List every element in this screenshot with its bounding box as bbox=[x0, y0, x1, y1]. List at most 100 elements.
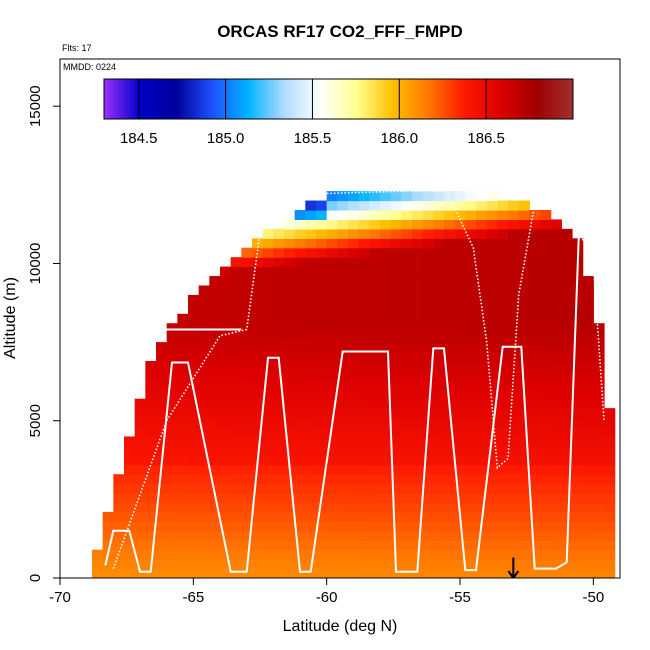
heatmap-cell bbox=[551, 238, 562, 248]
heatmap-cell bbox=[177, 550, 188, 560]
heatmap-cell bbox=[455, 304, 466, 314]
heatmap-cell bbox=[188, 323, 199, 333]
heatmap-cell bbox=[199, 342, 210, 352]
heatmap-cell bbox=[316, 323, 327, 333]
heatmap-cell bbox=[412, 465, 423, 475]
heatmap-cell bbox=[455, 370, 466, 380]
heatmap-cell bbox=[380, 276, 391, 286]
heatmap-cell bbox=[455, 569, 466, 579]
heatmap-cell bbox=[231, 304, 242, 314]
heatmap-cell bbox=[487, 304, 498, 314]
heatmap-cell bbox=[273, 550, 284, 560]
heatmap-cell bbox=[476, 503, 487, 513]
heatmap-cell bbox=[551, 248, 562, 258]
heatmap-cell bbox=[423, 201, 434, 211]
heatmap-cell bbox=[284, 521, 295, 531]
heatmap-cell bbox=[199, 399, 210, 409]
heatmap-cell bbox=[497, 295, 508, 305]
heatmap-cell bbox=[316, 276, 327, 286]
heatmap-cell bbox=[476, 427, 487, 437]
heatmap-cell bbox=[199, 295, 210, 305]
heatmap-cell bbox=[593, 361, 604, 371]
heatmap-cell bbox=[316, 389, 327, 399]
heatmap-cell bbox=[412, 295, 423, 305]
heatmap-cell bbox=[327, 370, 338, 380]
heatmap-cell bbox=[497, 219, 508, 229]
heatmap-cell bbox=[316, 257, 327, 267]
heatmap-cell bbox=[583, 361, 594, 371]
heatmap-cell bbox=[391, 201, 402, 211]
heatmap-cell bbox=[423, 512, 434, 522]
heatmap-cell bbox=[252, 248, 263, 258]
heatmap-cell bbox=[572, 559, 583, 569]
heatmap-cell bbox=[540, 427, 551, 437]
heatmap-cell bbox=[455, 191, 466, 201]
heatmap-cell bbox=[167, 418, 178, 428]
heatmap-cell bbox=[145, 427, 156, 437]
heatmap-cell bbox=[401, 408, 412, 418]
heatmap-cell bbox=[433, 191, 444, 201]
heatmap-cell bbox=[391, 323, 402, 333]
heatmap-cell bbox=[561, 333, 572, 343]
date-annotation: MMDD: 0224 bbox=[63, 62, 116, 72]
heatmap-cell bbox=[465, 540, 476, 550]
heatmap-cell bbox=[348, 352, 359, 362]
heatmap-cell bbox=[455, 418, 466, 428]
heatmap-cell bbox=[401, 295, 412, 305]
heatmap-cell bbox=[220, 484, 231, 494]
heatmap-cell bbox=[252, 540, 263, 550]
heatmap-cell bbox=[380, 484, 391, 494]
heatmap-cell bbox=[465, 465, 476, 475]
heatmap-cell bbox=[337, 540, 348, 550]
heatmap-cell bbox=[284, 229, 295, 239]
heatmap-cell bbox=[359, 455, 370, 465]
heatmap-cell bbox=[572, 314, 583, 324]
heatmap-cell bbox=[401, 512, 412, 522]
heatmap-cell bbox=[263, 493, 274, 503]
heatmap-cell bbox=[284, 380, 295, 390]
heatmap-cell bbox=[391, 229, 402, 239]
heatmap-cell bbox=[593, 512, 604, 522]
heatmap-cell bbox=[103, 521, 114, 531]
heatmap-cell bbox=[177, 418, 188, 428]
heatmap-cell bbox=[305, 408, 316, 418]
heatmap-cell bbox=[412, 436, 423, 446]
heatmap-cell bbox=[604, 503, 615, 513]
heatmap-cell bbox=[401, 304, 412, 314]
heatmap-cell bbox=[252, 370, 263, 380]
heatmap-cell bbox=[476, 248, 487, 258]
heatmap-cell bbox=[348, 559, 359, 569]
heatmap-cell bbox=[305, 446, 316, 456]
heatmap-cell bbox=[113, 493, 124, 503]
heatmap-cell bbox=[551, 493, 562, 503]
heatmap-cell bbox=[241, 342, 252, 352]
heatmap-cell bbox=[241, 418, 252, 428]
heatmap-cell bbox=[124, 455, 135, 465]
heatmap-cell bbox=[252, 333, 263, 343]
heatmap-cell bbox=[337, 521, 348, 531]
heatmap-cell bbox=[433, 550, 444, 560]
heatmap-cell bbox=[337, 314, 348, 324]
heatmap-cell bbox=[497, 314, 508, 324]
heatmap-cell bbox=[369, 380, 380, 390]
heatmap-cell bbox=[263, 540, 274, 550]
heatmap-cell bbox=[135, 540, 146, 550]
heatmap-cell bbox=[359, 191, 370, 201]
heatmap-cell bbox=[177, 370, 188, 380]
heatmap-cell bbox=[423, 229, 434, 239]
heatmap-cell bbox=[465, 191, 476, 201]
heatmap-cell bbox=[284, 323, 295, 333]
heatmap-cell bbox=[327, 474, 338, 484]
heatmap-cell bbox=[391, 295, 402, 305]
heatmap-cell bbox=[348, 436, 359, 446]
heatmap-cell bbox=[593, 484, 604, 494]
heatmap-cell bbox=[604, 493, 615, 503]
heatmap-cell bbox=[273, 267, 284, 277]
heatmap-cell bbox=[604, 521, 615, 531]
heatmap-cell bbox=[433, 276, 444, 286]
heatmap-cell bbox=[263, 370, 274, 380]
heatmap-cell bbox=[529, 323, 540, 333]
heatmap-cell bbox=[551, 418, 562, 428]
heatmap-cell bbox=[337, 493, 348, 503]
heatmap-cell bbox=[209, 418, 220, 428]
